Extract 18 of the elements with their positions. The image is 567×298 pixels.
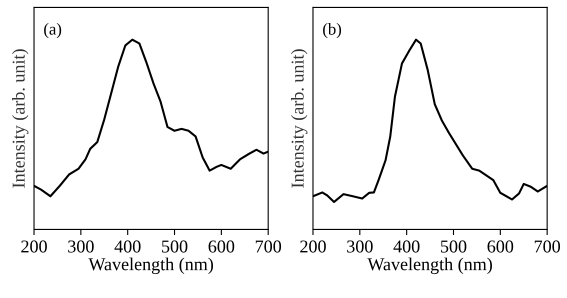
x-tick-label: 500	[162, 240, 188, 253]
x-tick-label: 200	[21, 240, 47, 253]
x-axis-title: Wavelength (nm)	[88, 258, 214, 274]
text: (b)	[323, 22, 342, 38]
text: (a)	[44, 22, 62, 38]
x-tick-label: 200	[300, 240, 326, 253]
y-axis-title: Intensity (arb. unit)	[12, 49, 28, 188]
x-tick-label: 600	[208, 240, 234, 253]
x-tick-label: 700	[534, 240, 560, 253]
x-tick-label: 400	[114, 240, 141, 253]
x-tick-label: 400	[393, 240, 420, 253]
x-tick-label: 700	[256, 240, 282, 253]
y-axis-title: Intensity (arb. unit)	[291, 49, 308, 188]
x-tick-label: 300	[68, 240, 94, 253]
x-tick-label: 500	[440, 240, 466, 253]
x-axis-title: Wavelength (nm)	[367, 258, 492, 274]
x-tick-label: 600	[488, 240, 514, 253]
x-tick-label: 300	[347, 240, 373, 253]
